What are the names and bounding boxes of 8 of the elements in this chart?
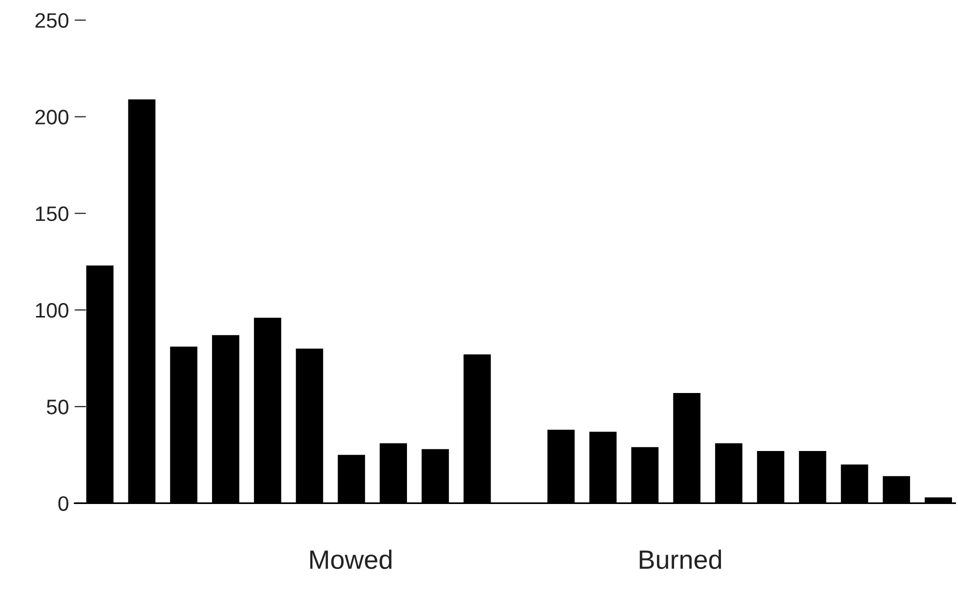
y-tick-label: 50 xyxy=(46,400,68,414)
y-tick-label: 200 xyxy=(35,110,68,124)
y-tick-label: 150 xyxy=(36,206,68,222)
y-tick-label: 100 xyxy=(36,302,68,318)
y-tick-label: 250 xyxy=(35,13,68,28)
y-tick-label: 0 xyxy=(58,496,68,511)
text: Mowed xyxy=(310,550,392,570)
text: Burned xyxy=(640,550,722,570)
